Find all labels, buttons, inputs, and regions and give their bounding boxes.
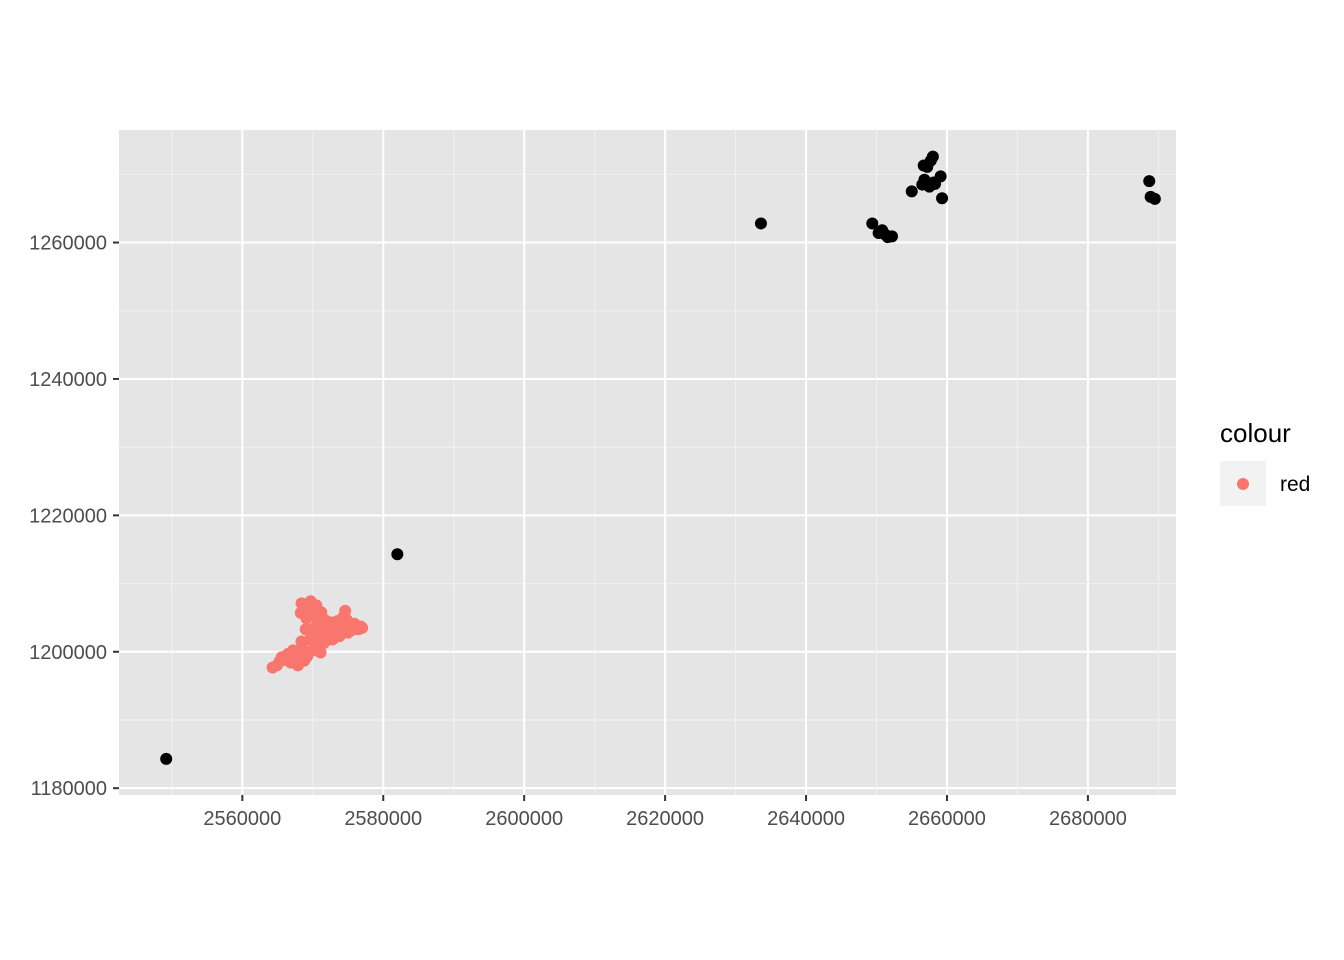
data-point-red — [356, 621, 369, 634]
legend: colour red — [1220, 418, 1310, 506]
y-tick-label: 1200000 — [29, 642, 107, 664]
y-tick-label: 1220000 — [29, 505, 107, 527]
x-tick-label: 2680000 — [1049, 808, 1127, 830]
legend-label-red: red — [1280, 473, 1310, 496]
y-tick-label: 1260000 — [29, 233, 107, 255]
x-tick-label: 2600000 — [485, 808, 563, 830]
data-points — [160, 150, 1161, 765]
data-point-red — [314, 646, 327, 659]
x-tick-label: 2580000 — [344, 808, 422, 830]
x-tick-label: 2640000 — [767, 808, 845, 830]
data-point-red — [296, 641, 309, 654]
data-point-black — [934, 170, 947, 183]
major-grid — [119, 130, 1176, 795]
data-point-red — [339, 604, 352, 617]
legend-title: colour — [1220, 418, 1291, 448]
data-point-black — [754, 217, 767, 230]
x-tick-label: 2660000 — [908, 808, 986, 830]
data-point-black — [886, 230, 899, 243]
data-point-black — [936, 192, 949, 205]
y-tick-label: 1240000 — [29, 369, 107, 391]
legend-key-red — [1237, 478, 1249, 490]
minor-grid — [119, 130, 1176, 795]
data-point-black — [391, 548, 404, 561]
x-axis: 2560000 2580000 2600000 2620000 2640000 26600… — [203, 795, 1127, 830]
y-axis: 1180000 1200000 1220000 1240000 1260000 — [29, 233, 119, 800]
x-tick-label: 2620000 — [626, 808, 704, 830]
x-tick-label: 2560000 — [203, 808, 281, 830]
data-point-black — [926, 150, 939, 163]
plot-panel — [119, 130, 1176, 795]
data-point-black — [160, 752, 173, 765]
y-tick-label: 1180000 — [31, 778, 107, 800]
data-point-black — [1143, 175, 1156, 188]
data-point-black — [1148, 192, 1161, 205]
data-point-black — [905, 185, 918, 198]
data-point-black — [866, 217, 879, 230]
